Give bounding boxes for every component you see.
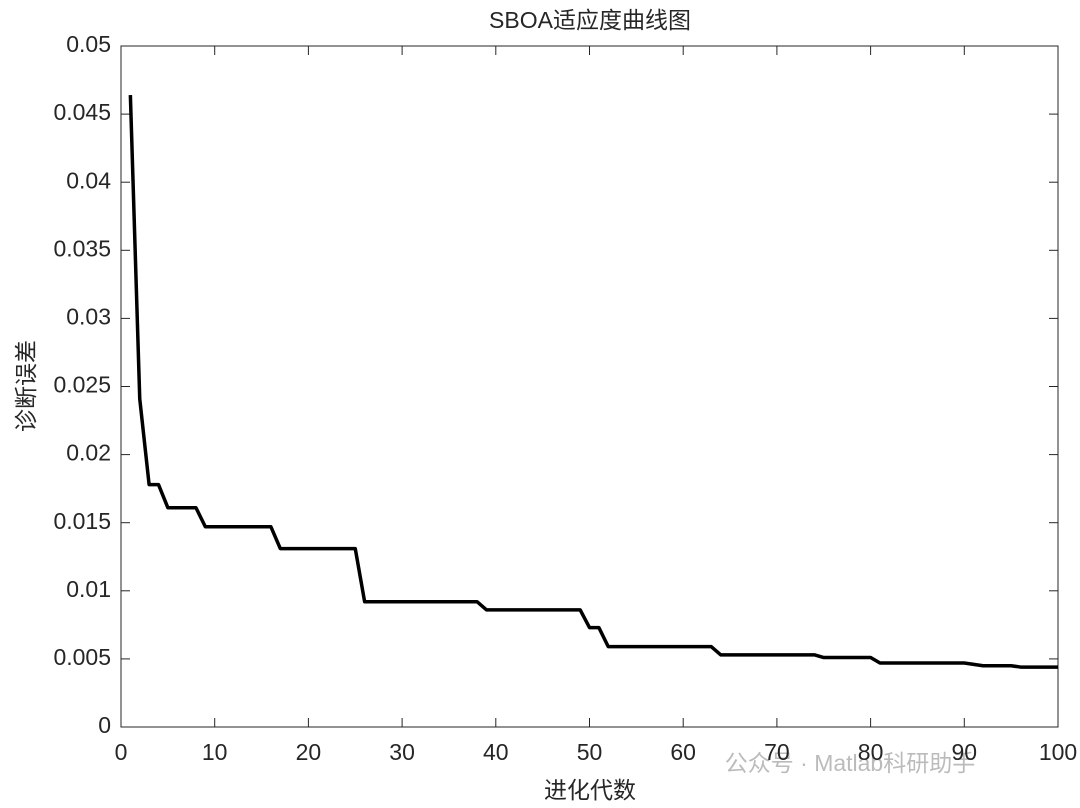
y-tick-label: 0.005 [53,644,111,670]
y-tick-label: 0.045 [53,99,111,125]
y-tick-label: 0.015 [53,508,111,534]
y-tick-label: 0.025 [53,372,111,398]
x-tick-label: 90 [952,739,978,765]
data-line [128,94,1058,669]
x-tick-label: 100 [1039,739,1077,765]
x-tick-label: 10 [202,739,228,765]
y-tick-label: 0.02 [66,440,111,466]
y-tick-label: 0 [98,712,111,738]
x-tick-label: 60 [670,739,696,765]
y-axis-label: 诊断误差 [13,340,39,432]
x-tick-label: 30 [389,739,415,765]
y-tick-label: 0.03 [66,303,111,329]
y-tick-label: 0.04 [66,167,111,193]
x-tick-label: 20 [296,739,322,765]
y-tick-label: 0.035 [53,235,111,261]
plot-box [120,45,1059,728]
x-axis-label: 进化代数 [544,777,636,803]
chart-title: SBOA适应度曲线图 [489,7,691,33]
x-tick-label: 50 [577,739,603,765]
x-tick-label: 70 [764,739,790,765]
y-tick-label: 0.01 [66,576,111,602]
x-tick-label: 80 [858,739,884,765]
x-tick-label: 0 [115,739,128,765]
y-tick-label: 0.05 [66,31,111,57]
x-tick-label: 40 [483,739,509,765]
watermark: 公众号 · Matlab科研助手 [725,750,975,776]
